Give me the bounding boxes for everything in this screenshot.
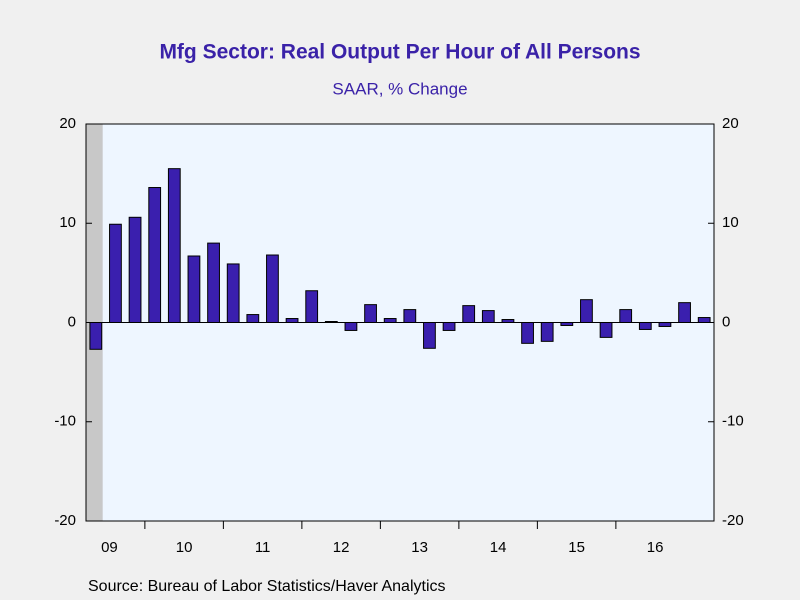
plot-frame [85,123,715,522]
y-tick-label: 20 [59,115,76,132]
bar [89,322,103,350]
y2-tick-label: -20 [722,512,744,529]
y2-tick-label: -10 [722,413,744,430]
bar [207,242,220,324]
bar [148,187,162,323]
bar [501,319,515,323]
x-tick-label: 10 [176,539,193,556]
bar [481,310,495,323]
bar [128,216,142,323]
bar [580,299,593,323]
x-tick-label: 09 [101,539,118,556]
bar [344,322,358,331]
bar [423,322,436,349]
bar [403,309,417,324]
bar [678,302,691,323]
bar [599,322,613,338]
bar [521,322,534,344]
x-tick-label: 12 [333,539,350,556]
x-tick-label: 11 [255,539,271,556]
source-note: Source: Bureau of Labor Statistics/Haver… [88,578,446,595]
bar [619,309,633,324]
bar [109,223,122,323]
bar [638,322,652,330]
bar [364,304,377,324]
y-tick-label: -10 [54,413,76,430]
y-tick-label: -20 [54,512,76,529]
bar [462,305,476,324]
y2-tick-label: 10 [722,214,739,231]
x-tick-label: 13 [411,539,428,556]
bar [560,322,574,326]
bar [226,263,240,324]
bar [697,317,711,324]
chart-subtitle: SAAR, % Change [332,79,467,98]
bar [658,322,672,327]
bar [246,314,260,323]
x-tick-label: 16 [647,539,664,556]
y2-tick-label: 0 [722,313,730,330]
y2-tick-label: 20 [722,115,739,132]
bar [266,254,279,323]
bar [540,322,554,342]
y-tick-label: 0 [68,313,76,330]
bar [187,255,201,323]
bar [305,290,319,323]
x-tick-label: 15 [568,539,585,556]
chart-title: Mfg Sector: Real Output Per Hour of All … [159,41,640,64]
bar [442,322,456,331]
bar [285,318,299,323]
bar [324,321,338,324]
y-tick-label: 10 [59,214,76,231]
x-tick-label: 14 [490,539,507,556]
bar [167,168,181,323]
bar [383,318,397,323]
